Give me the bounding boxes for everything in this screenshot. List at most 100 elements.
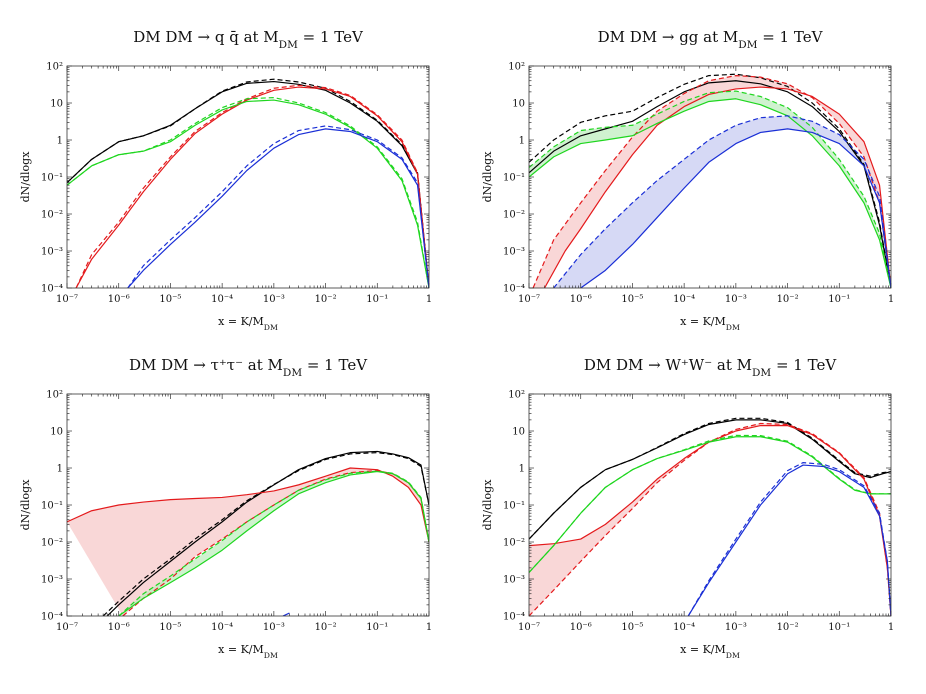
x-tick-label: 10⁻⁴ — [211, 622, 233, 633]
y-tick-label: 10⁻² — [41, 210, 63, 221]
panel-gg: 10⁻⁷ 10⁻⁶ 10⁻⁵ 10⁻⁴ 10⁻³ 10⁻² 10⁻¹ 1 10⁻⁴ 10⁻³ 10⁻… — [481, 28, 894, 332]
series-line-green-dashed — [529, 90, 891, 288]
x-tick-label: 10⁻² — [777, 622, 799, 633]
x-tick-label: 1 — [888, 294, 894, 305]
series-line-blue-dashed — [553, 115, 891, 288]
x-tick-label: 10⁻⁴ — [673, 294, 695, 305]
series-line-black-solid — [529, 419, 891, 540]
series-line-green-dashed — [67, 96, 429, 288]
panel-qqbar: 10⁻⁷ 10⁻⁶ 10⁻⁵ 10⁻⁴ 10⁻³ 10⁻² 10⁻¹ 1 10⁻⁴ 10⁻³ 10⁻… — [19, 28, 432, 332]
y-tick-label: 10⁻² — [503, 538, 525, 549]
series-line-black-dashed — [529, 417, 891, 540]
series-line-black-dashed — [67, 78, 429, 288]
x-axis-label: x = K/MDM — [218, 315, 278, 332]
y-axis-label: dN/dlogx — [19, 479, 32, 531]
y-tick-label: 10² — [508, 62, 525, 73]
x-tick-label: 10⁻³ — [263, 294, 285, 305]
panel-title: DM DM → gg at MDM = 1 TeV — [598, 28, 824, 51]
series-line-blue-solid — [127, 128, 429, 288]
x-tick-label: 1 — [888, 622, 894, 633]
x-tick-label: 10⁻² — [315, 294, 337, 305]
panel-ww: 10⁻⁷ 10⁻⁶ 10⁻⁵ 10⁻⁴ 10⁻³ 10⁻² 10⁻¹ 1 10⁻⁴ 10⁻³ 10⁻… — [481, 356, 894, 660]
series-line-blue-solid — [580, 128, 891, 288]
x-tick-label: 10⁻⁵ — [621, 622, 643, 633]
y-axis-label: dN/dlogx — [481, 151, 494, 203]
x-tick-label: 10⁻⁶ — [108, 622, 130, 633]
x-tick-label: 10⁻⁶ — [108, 294, 130, 305]
y-tick-label: 10⁻¹ — [41, 501, 63, 512]
y-tick-label: 10² — [46, 62, 63, 73]
y-tick-label: 1 — [57, 136, 63, 147]
panel-title: DM DM → W⁺W⁻ at MDM = 1 TeV — [584, 356, 837, 379]
panel-tautau: 10⁻⁷ 10⁻⁶ 10⁻⁵ 10⁻⁴ 10⁻³ 10⁻² 10⁻¹ 1 10⁻⁴ 10⁻³ 10⁻… — [19, 356, 432, 660]
x-tick-label: 10⁻⁶ — [570, 294, 592, 305]
plot-frame — [528, 393, 892, 617]
x-tick-label: 10⁻⁵ — [159, 294, 181, 305]
x-tick-label: 10⁻⁴ — [673, 622, 695, 633]
y-tick-label: 10⁻⁴ — [503, 612, 525, 623]
x-tick-label: 10⁻⁷ — [518, 294, 540, 305]
uncertainty-band-1 — [533, 75, 891, 288]
series-line-red-solid — [75, 86, 429, 288]
x-tick-label: 10⁻³ — [725, 622, 747, 633]
x-tick-label: 10⁻² — [315, 622, 337, 633]
y-tick-label: 10⁻⁴ — [41, 612, 63, 623]
y-tick-label: 10² — [508, 390, 525, 401]
y-axis-label: dN/dlogx — [481, 479, 494, 531]
series-line-green-dashed — [118, 470, 429, 616]
uncertainty-band-0 — [529, 423, 891, 616]
x-tick-label: 10⁻¹ — [828, 294, 850, 305]
series-line-blue-dashed — [687, 461, 891, 616]
plot-area — [529, 73, 891, 288]
series-line-green-dashed — [529, 434, 891, 573]
series-line-green-solid — [529, 98, 891, 288]
series-line-red-dashed — [529, 422, 891, 616]
x-tick-label: 10⁻⁷ — [518, 622, 540, 633]
y-tick-label: 10⁻¹ — [503, 501, 525, 512]
x-tick-label: 10⁻³ — [263, 622, 285, 633]
x-tick-label: 10⁻⁵ — [621, 294, 643, 305]
y-tick-label: 10 — [50, 99, 63, 110]
y-tick-label: 10⁻³ — [503, 575, 525, 586]
x-tick-label: 10⁻⁶ — [570, 622, 592, 633]
y-tick-label: 1 — [519, 464, 525, 475]
x-axis-label: x = K/MDM — [680, 643, 740, 660]
x-tick-label: 10⁻³ — [725, 294, 747, 305]
y-tick-label: 10 — [512, 99, 525, 110]
y-tick-label: 10⁻² — [41, 538, 63, 549]
x-tick-label: 10⁻⁷ — [56, 294, 78, 305]
x-tick-label: 10⁻⁴ — [211, 294, 233, 305]
series-line-blue-solid — [282, 612, 290, 616]
series-line-red-dashed — [75, 84, 429, 288]
y-axis-label: dN/dlogx — [19, 151, 32, 203]
panel-title: DM DM → q q̄ at MDM = 1 TeV — [133, 28, 364, 51]
x-tick-label: 1 — [426, 294, 432, 305]
x-axis-label: x = K/MDM — [218, 643, 278, 660]
y-tick-label: 10 — [50, 427, 63, 438]
series-line-green-solid — [67, 99, 429, 288]
y-tick-label: 10⁻¹ — [503, 173, 525, 184]
y-tick-label: 1 — [519, 136, 525, 147]
series-line-red-solid — [67, 467, 429, 543]
y-tick-label: 10⁻² — [503, 210, 525, 221]
uncertainty-band-0 — [67, 468, 429, 616]
plot-area — [67, 450, 429, 616]
x-tick-label: 10⁻² — [777, 294, 799, 305]
y-tick-label: 10⁻⁴ — [503, 284, 525, 295]
series-line-blue-dashed — [127, 125, 429, 288]
x-axis-label: x = K/MDM — [680, 315, 740, 332]
x-tick-label: 10⁻¹ — [366, 622, 388, 633]
uncertainty-band-2 — [553, 115, 891, 288]
plot-area — [67, 78, 429, 288]
plot-area — [529, 417, 891, 616]
y-tick-label: 10² — [46, 390, 63, 401]
panel-title: DM DM → τ⁺τ⁻ at MDM = 1 TeV — [129, 356, 368, 379]
x-tick-label: 10⁻⁵ — [159, 622, 181, 633]
y-tick-label: 10⁻³ — [503, 247, 525, 258]
x-tick-label: 10⁻¹ — [828, 622, 850, 633]
x-tick-label: 10⁻⁷ — [56, 622, 78, 633]
x-tick-label: 1 — [426, 622, 432, 633]
y-tick-label: 1 — [57, 464, 63, 475]
y-tick-label: 10⁻⁴ — [41, 284, 63, 295]
